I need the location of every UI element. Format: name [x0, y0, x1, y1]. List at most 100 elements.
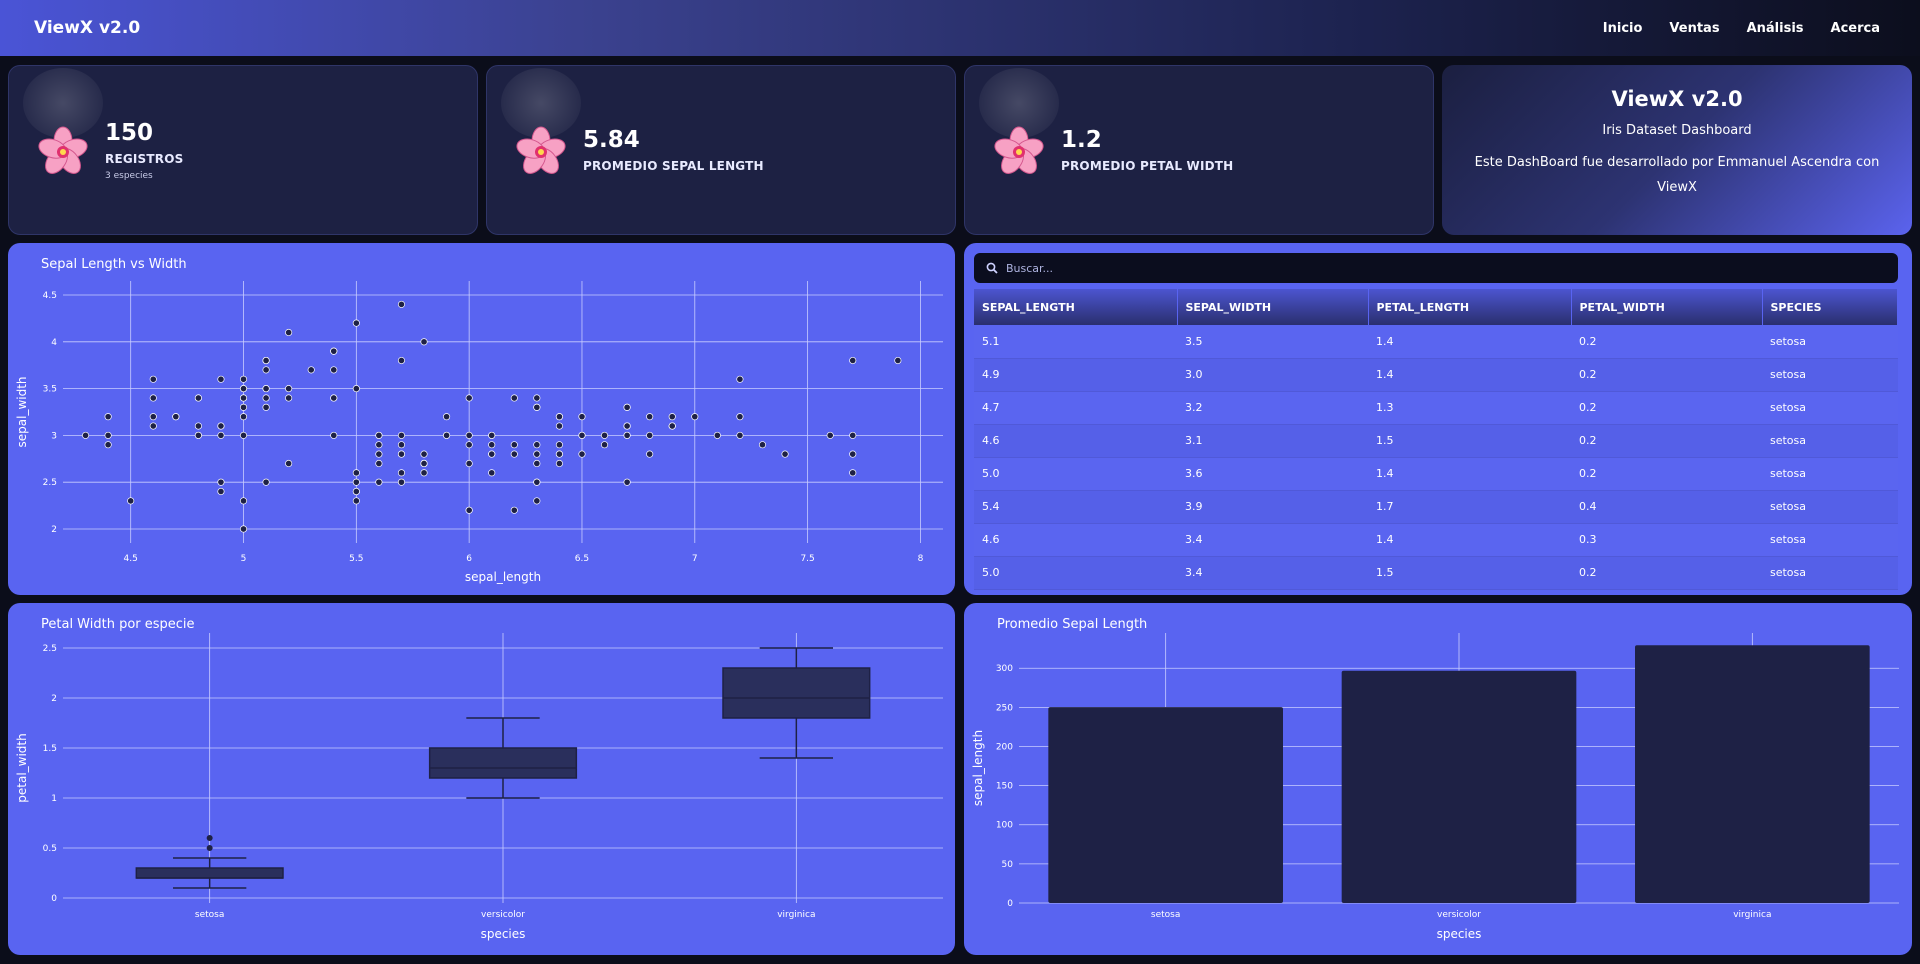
scatter-point	[217, 487, 225, 496]
nav-link-ventas[interactable]: Ventas	[1669, 20, 1720, 36]
scatter-point	[352, 319, 360, 327]
box-body	[722, 667, 871, 719]
info-subtitle: Iris Dataset Dashboard	[1602, 123, 1752, 138]
scatter-point	[239, 375, 248, 383]
table-row[interactable]: 5.4 3.9 1.7 0.4 setosa	[974, 490, 1898, 524]
table-row[interactable]: 4.7 3.2 1.3 0.2 setosa	[974, 391, 1898, 425]
y-axis-label: sepal_width	[15, 376, 29, 447]
table-row[interactable]: 5.1 3.5 1.4 0.2 setosa	[974, 325, 1898, 359]
nav-link-inicio[interactable]: Inicio	[1602, 20, 1643, 36]
scatter-point	[465, 459, 473, 468]
search-input[interactable]	[1006, 261, 1886, 275]
scatter-point	[555, 441, 563, 449]
scatter-point	[600, 431, 609, 439]
scatter-point	[443, 431, 451, 439]
kpi-card-registros: 150 REGISTROS 3 especies	[8, 65, 478, 235]
y-tick-label: 4.5	[43, 291, 57, 301]
bar-chart-panel[interactable]: Promedio Sepal Length 0 50 100 150 200 250 300…	[964, 603, 1912, 955]
table-cell: 3.4	[1177, 523, 1368, 557]
scatter-point	[149, 375, 157, 383]
scatter-point	[239, 431, 248, 439]
brand-logo-text[interactable]: ViewX v2.0	[34, 18, 141, 38]
table-row[interactable]: 5.0 3.6 1.4 0.2 setosa	[974, 457, 1898, 491]
scatter-point	[849, 431, 857, 439]
table-row[interactable]: 4.6 3.4 1.4 0.3 setosa	[974, 523, 1898, 557]
scatter-chart-panel[interactable]: Sepal Length vs Width 4.5 5 5.5 6 6.5 7 7.5 8 2 2…	[8, 243, 955, 595]
scatter-point	[849, 469, 857, 477]
boxplot-chart-panel[interactable]: Petal Width por especie 0 0.5 1 1.5 2 2.5 seto…	[8, 603, 955, 955]
table-cell: 4.9	[974, 358, 1177, 392]
bar	[1635, 645, 1870, 903]
scatter-point	[352, 497, 360, 505]
card-glow	[501, 68, 581, 138]
scatter-point	[623, 431, 631, 439]
scatter-point	[465, 441, 473, 449]
column-header-species[interactable]: SPECIES	[1762, 289, 1898, 325]
scatter-point	[194, 431, 202, 439]
scatter-point	[127, 497, 135, 505]
kpi-label: PROMEDIO SEPAL LENGTH	[583, 159, 764, 173]
scatter-point	[578, 450, 586, 458]
scatter-point	[375, 450, 383, 458]
info-card: ViewX v2.0 Iris Dataset Dashboard Este D…	[1442, 65, 1912, 235]
scatter-point	[849, 356, 857, 365]
scatter-point	[397, 441, 406, 449]
scatter-point	[555, 413, 563, 421]
table-cell: 0.3	[1571, 523, 1762, 557]
table-cell: 0.2	[1571, 391, 1762, 425]
scatter-point	[646, 431, 654, 439]
column-header-petal-length[interactable]: PETAL_LENGTH	[1368, 289, 1572, 325]
scatter-point	[465, 394, 473, 402]
box-plot[interactable]: 0 0.5 1 1.5 2 2.5 setosa versicolor virginica spe…	[8, 603, 955, 955]
nav-link-acerca[interactable]: Acerca	[1830, 20, 1880, 36]
table-row[interactable]: 5.0 3.4 1.5 0.2 setosa	[974, 556, 1898, 590]
bar	[1048, 707, 1283, 903]
table-cell: setosa	[1762, 358, 1898, 392]
data-table-panel: SEPAL_LENGTH SEPAL_WIDTH PETAL_LENGTH PE…	[964, 243, 1912, 595]
table-cell: 1.4	[1368, 457, 1571, 491]
scatter-point	[668, 422, 676, 430]
table-cell: 0.2	[1571, 325, 1762, 359]
table-cell: setosa	[1762, 424, 1898, 458]
y-tick-label: 2.5	[43, 478, 57, 488]
nav-link-analisis[interactable]: Análisis	[1746, 20, 1804, 36]
column-header-sepal-length[interactable]: SEPAL_LENGTH	[974, 289, 1178, 325]
table-row[interactable]: 4.9 3.0 1.4 0.2 setosa	[974, 358, 1898, 392]
scatter-point	[578, 431, 586, 439]
search-bar[interactable]	[974, 253, 1898, 283]
scatter-point	[375, 478, 383, 486]
y-tick-label: 2	[51, 694, 57, 704]
scatter-point	[285, 459, 293, 468]
kpi-subtext: 3 especies	[105, 171, 153, 181]
y-tick-label: 1.5	[43, 744, 57, 754]
table-cell: setosa	[1762, 490, 1898, 524]
bar-chart[interactable]: 0 50 100 150 200 250 300 setosa versicolor virgin…	[964, 603, 1912, 955]
y-tick-label: 2	[51, 525, 57, 535]
outlier-point	[206, 835, 213, 841]
scatter-point	[533, 403, 541, 411]
y-tick-label: 300	[996, 664, 1013, 674]
scatter-plot[interactable]: 4.5 5 5.5 6 6.5 7 7.5 8 2 2.5 3 3.5 4 4.5 sepal_length…	[8, 243, 955, 595]
table-cell: 1.5	[1368, 556, 1571, 590]
x-tick-label: 7.5	[800, 554, 814, 564]
x-axis-label: species	[1437, 927, 1482, 941]
table-cell: 3.5	[1177, 325, 1368, 359]
chart-title: Petal Width por especie	[41, 617, 195, 632]
scatter-point	[533, 394, 541, 402]
scatter-point	[691, 413, 699, 421]
column-header-sepal-width[interactable]: SEPAL_WIDTH	[1177, 289, 1369, 325]
info-description: Este DashBoard fue desarrollado por Emma…	[1474, 155, 1880, 195]
scatter-point	[285, 328, 293, 337]
scatter-point	[623, 422, 631, 430]
table-row[interactable]: 4.6 3.1 1.5 0.2 setosa	[974, 424, 1898, 458]
table-cell: 1.4	[1368, 358, 1571, 392]
column-header-petal-width[interactable]: PETAL_WIDTH	[1571, 289, 1763, 325]
table-cell: 0.2	[1571, 424, 1762, 458]
x-tick-label: 8	[918, 554, 924, 564]
y-tick-label: 0	[1007, 899, 1013, 909]
scatter-point	[578, 413, 586, 421]
table-cell: 1.4	[1368, 325, 1571, 359]
table-cell: 0.2	[1571, 556, 1762, 590]
outlier-point	[206, 845, 213, 851]
scatter-point	[149, 394, 157, 402]
